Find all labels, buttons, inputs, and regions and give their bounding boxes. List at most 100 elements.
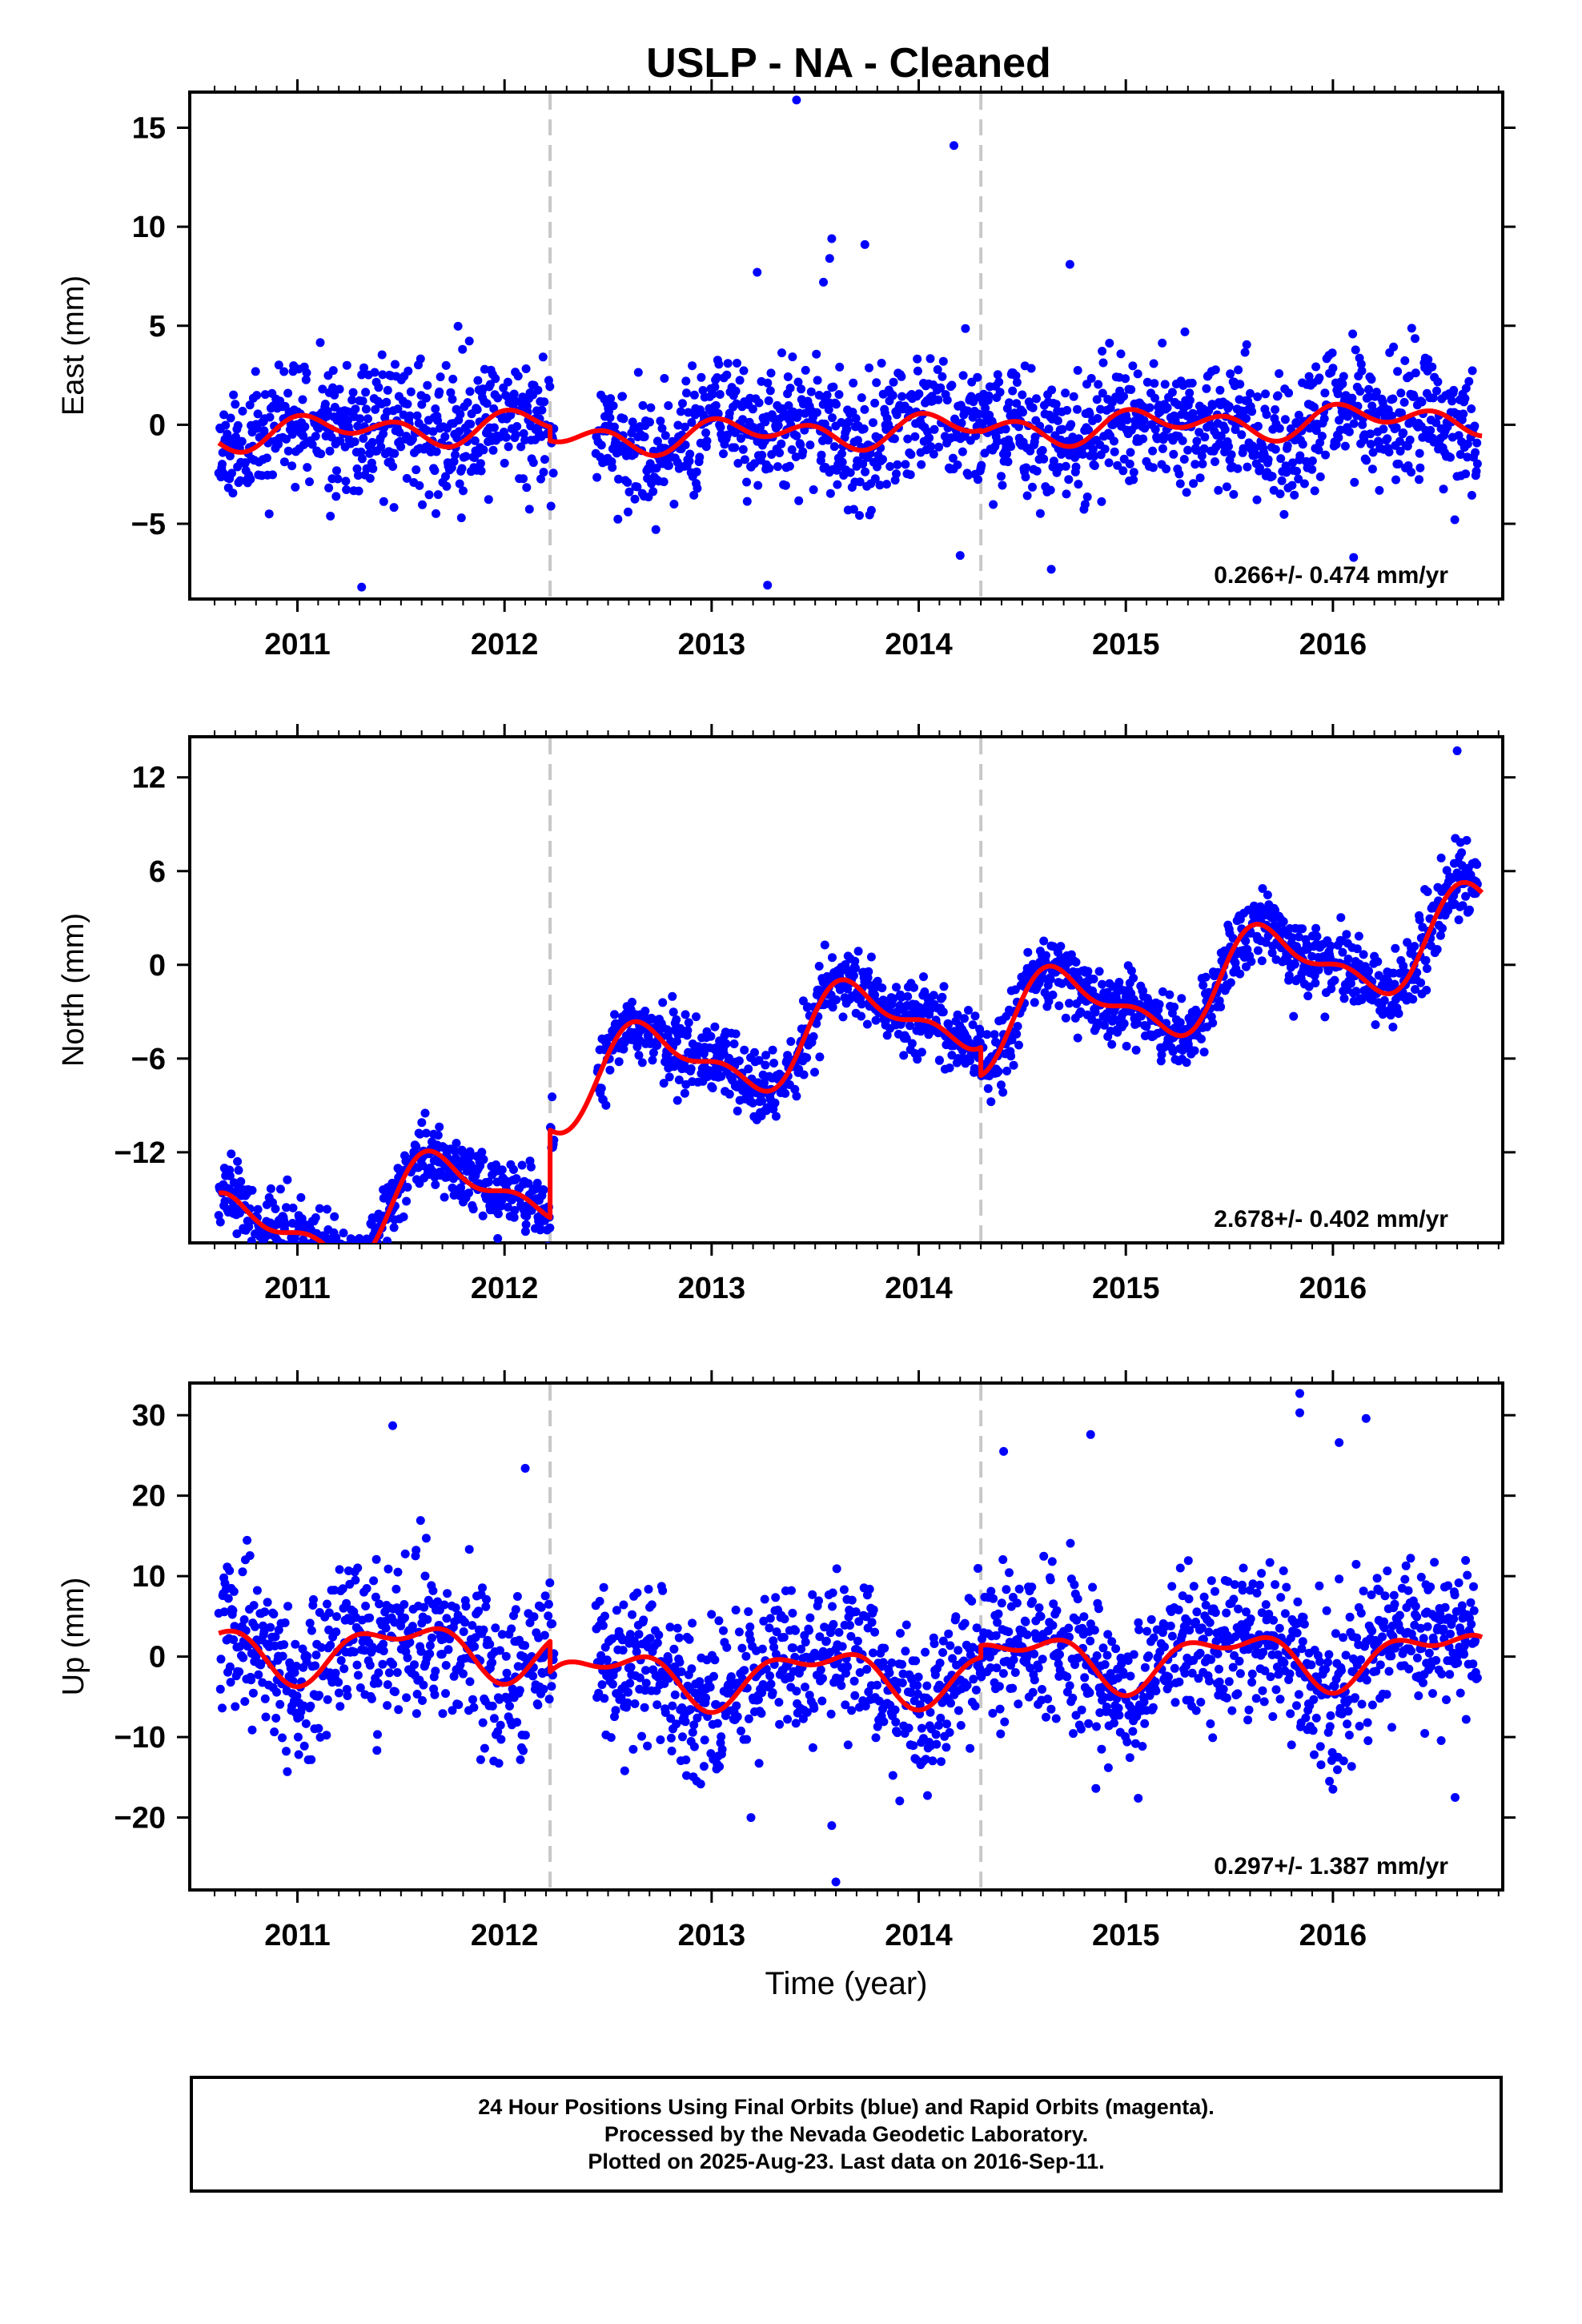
data-point — [374, 1668, 383, 1678]
data-point — [1138, 434, 1148, 444]
data-point — [909, 983, 918, 992]
data-point — [1157, 1050, 1166, 1059]
data-point — [357, 1252, 366, 1261]
data-point — [496, 1720, 505, 1730]
data-point — [1032, 466, 1042, 476]
data-point — [844, 417, 853, 427]
data-point — [516, 1755, 525, 1764]
data-point — [1339, 994, 1349, 1003]
data-point — [700, 1735, 709, 1745]
data-point — [1220, 424, 1230, 434]
data-point — [466, 420, 476, 429]
data-point — [958, 371, 968, 380]
data-point — [595, 1597, 604, 1606]
data-point — [805, 440, 815, 450]
data-point — [733, 1106, 742, 1116]
data-point — [739, 366, 749, 376]
data-point — [901, 460, 910, 469]
data-point — [489, 423, 499, 432]
data-point — [1199, 444, 1209, 453]
data-point — [964, 470, 973, 480]
data-point — [1241, 936, 1251, 946]
data-point — [670, 1690, 680, 1699]
data-point — [1169, 449, 1178, 459]
data-point — [998, 480, 1007, 490]
data-point — [871, 1015, 881, 1025]
data-point — [375, 1599, 384, 1609]
data-point — [359, 434, 368, 443]
data-point — [1156, 1056, 1166, 1066]
data-point — [674, 1076, 684, 1084]
data-point — [1242, 414, 1251, 424]
data-point — [1188, 408, 1198, 418]
data-point — [661, 1708, 670, 1717]
data-point — [1224, 441, 1233, 451]
data-point — [282, 434, 291, 444]
data-point — [1462, 835, 1472, 845]
data-point — [546, 501, 556, 511]
data-point — [372, 1247, 381, 1256]
data-point — [394, 1705, 404, 1715]
data-point — [419, 1680, 428, 1690]
data-point — [688, 1727, 697, 1737]
data-point — [711, 400, 721, 410]
data-point — [658, 1586, 668, 1595]
data-point — [347, 1251, 356, 1260]
data-point — [1400, 356, 1410, 365]
data-point — [661, 431, 670, 440]
rate-label: 2.678+/- 0.402 mm/yr — [1214, 1206, 1448, 1232]
data-point — [626, 1663, 636, 1672]
data-point — [1399, 397, 1409, 407]
data-point — [421, 1534, 431, 1543]
data-point — [760, 1078, 769, 1088]
data-point — [430, 466, 440, 476]
data-point — [519, 428, 528, 438]
data-point — [484, 1177, 493, 1187]
data-point — [1005, 398, 1014, 408]
data-point — [1189, 479, 1199, 489]
data-point — [1150, 379, 1159, 388]
data-point — [425, 1649, 435, 1659]
data-point — [440, 1192, 449, 1202]
data-point — [417, 400, 427, 409]
data-point — [473, 376, 483, 385]
data-point — [837, 457, 847, 467]
rate-label: 0.266+/- 0.474 mm/yr — [1214, 562, 1448, 589]
data-point — [283, 1261, 292, 1269]
data-point — [1433, 377, 1443, 387]
data-point — [1351, 987, 1361, 996]
data-point — [1030, 998, 1039, 1007]
data-point — [1320, 388, 1330, 398]
data-point — [247, 1236, 256, 1243]
data-point — [738, 444, 748, 454]
data-point — [482, 399, 492, 408]
data-point — [326, 1252, 335, 1261]
data-point — [430, 1690, 440, 1699]
data-point — [383, 1564, 393, 1574]
data-point — [305, 477, 314, 487]
data-point — [855, 477, 865, 487]
data-point — [1113, 460, 1122, 470]
data-point — [1053, 416, 1062, 425]
data-point — [677, 1667, 686, 1676]
data-point — [640, 432, 649, 441]
data-point — [905, 470, 915, 480]
data-point — [1198, 459, 1207, 468]
data-point — [596, 1084, 606, 1093]
data-point — [301, 1719, 311, 1728]
data-point — [842, 424, 852, 434]
data-point — [362, 1584, 371, 1593]
data-point — [548, 1092, 557, 1102]
data-point — [719, 449, 728, 459]
data-point — [866, 505, 876, 515]
data-point — [624, 487, 634, 497]
data-point — [455, 479, 464, 489]
data-point — [682, 1771, 691, 1780]
data-point — [750, 1047, 759, 1057]
data-point — [1457, 848, 1467, 858]
data-point — [482, 1594, 491, 1604]
data-point — [637, 1731, 646, 1741]
data-point — [234, 1165, 243, 1175]
data-point — [228, 489, 238, 498]
outlier-point — [1349, 553, 1359, 562]
